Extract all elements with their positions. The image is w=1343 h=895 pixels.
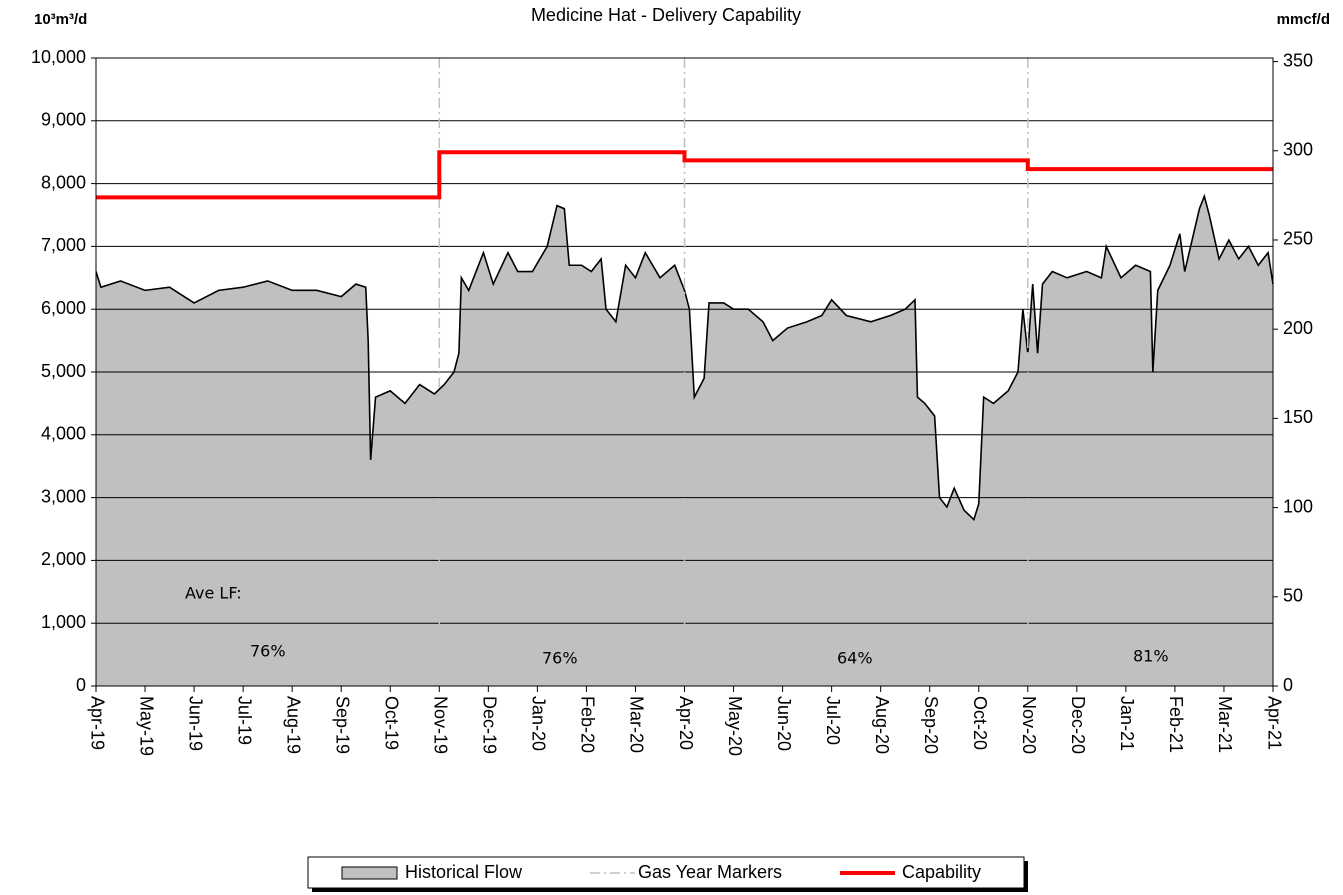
x-tick-label: Aug-20 bbox=[872, 696, 892, 754]
flow-line bbox=[95, 193, 1274, 522]
legend-shadow bbox=[312, 888, 1028, 892]
x-tick-label: Dec-19 bbox=[480, 696, 500, 754]
y-tick-label: 2,000 bbox=[41, 549, 86, 569]
y-tick-label: 4,000 bbox=[41, 424, 86, 444]
legend-label: Gas Year Markers bbox=[638, 862, 782, 882]
y-tick-label: 10,000 bbox=[31, 47, 86, 67]
legend-shadow bbox=[1024, 861, 1028, 892]
legend-swatch bbox=[341, 866, 398, 880]
x-tick-label: Jan-21 bbox=[1117, 696, 1137, 751]
annotation: 81% bbox=[1133, 647, 1169, 666]
x-tick-label: May-19 bbox=[136, 696, 156, 756]
x-tick-label: Feb-21 bbox=[1166, 696, 1186, 753]
y2-tick-label: 0 bbox=[1283, 675, 1293, 695]
y2-tick-label: 350 bbox=[1283, 50, 1313, 70]
y-tick-label: 3,000 bbox=[41, 486, 86, 506]
legend-label: Historical Flow bbox=[405, 862, 523, 882]
x-tick-label: Apr-20 bbox=[676, 696, 696, 750]
x-tick-label: Jun-19 bbox=[185, 696, 205, 751]
y-tick-label: 5,000 bbox=[41, 361, 86, 381]
legend bbox=[307, 856, 1025, 889]
y2-tick-label: 250 bbox=[1283, 229, 1313, 249]
y-tick-label: 1,000 bbox=[41, 612, 86, 632]
y2-tick-label: 100 bbox=[1283, 496, 1313, 516]
x-tick-label: Feb-20 bbox=[578, 696, 598, 753]
annotation: Ave LF: bbox=[185, 584, 242, 603]
annotation: 76% bbox=[542, 649, 578, 668]
y-tick-label: 0 bbox=[76, 675, 86, 695]
x-tick-label: Jun-20 bbox=[774, 696, 794, 751]
x-tick-label: Apr-21 bbox=[1264, 696, 1284, 750]
y-tick-label: 9,000 bbox=[41, 110, 86, 130]
x-tick-label: May-20 bbox=[725, 696, 745, 756]
legend-label: Capability bbox=[902, 862, 981, 882]
y2-axis-label: mmcf/d bbox=[1277, 11, 1330, 28]
x-tick-label: Aug-19 bbox=[283, 696, 303, 754]
y-tick-label: 6,000 bbox=[41, 298, 86, 318]
x-tick-label: Jul-19 bbox=[234, 696, 254, 745]
x-tick-label: Sep-20 bbox=[921, 696, 941, 754]
capability-line bbox=[96, 150, 1273, 200]
x-tick-label: Oct-19 bbox=[382, 696, 402, 750]
x-tick-label: Jan-20 bbox=[529, 696, 549, 751]
x-tick-label: Sep-19 bbox=[332, 696, 352, 754]
x-tick-label: Oct-20 bbox=[970, 696, 990, 750]
y-tick-label: 8,000 bbox=[41, 172, 86, 192]
x-tick-label: Mar-21 bbox=[1215, 696, 1235, 753]
y2-tick-label: 150 bbox=[1283, 407, 1313, 427]
y2-tick-label: 300 bbox=[1283, 140, 1313, 160]
x-tick-label: Apr-19 bbox=[87, 696, 107, 750]
x-tick-label: Mar-20 bbox=[627, 696, 647, 753]
annotation: 76% bbox=[250, 642, 286, 661]
x-tick-label: Jul-20 bbox=[823, 696, 843, 745]
y-axis-label: 10³m³/d bbox=[34, 11, 87, 28]
chart-title: Medicine Hat - Delivery Capability bbox=[531, 5, 801, 25]
annotation: 64% bbox=[837, 649, 873, 668]
x-tick-label: Nov-19 bbox=[431, 696, 451, 754]
y2-tick-label: 200 bbox=[1283, 318, 1313, 338]
x-tick-label: Dec-20 bbox=[1068, 696, 1088, 754]
y-tick-label: 7,000 bbox=[41, 235, 86, 255]
x-tick-label: Nov-20 bbox=[1019, 696, 1039, 754]
y2-tick-label: 50 bbox=[1283, 586, 1303, 606]
